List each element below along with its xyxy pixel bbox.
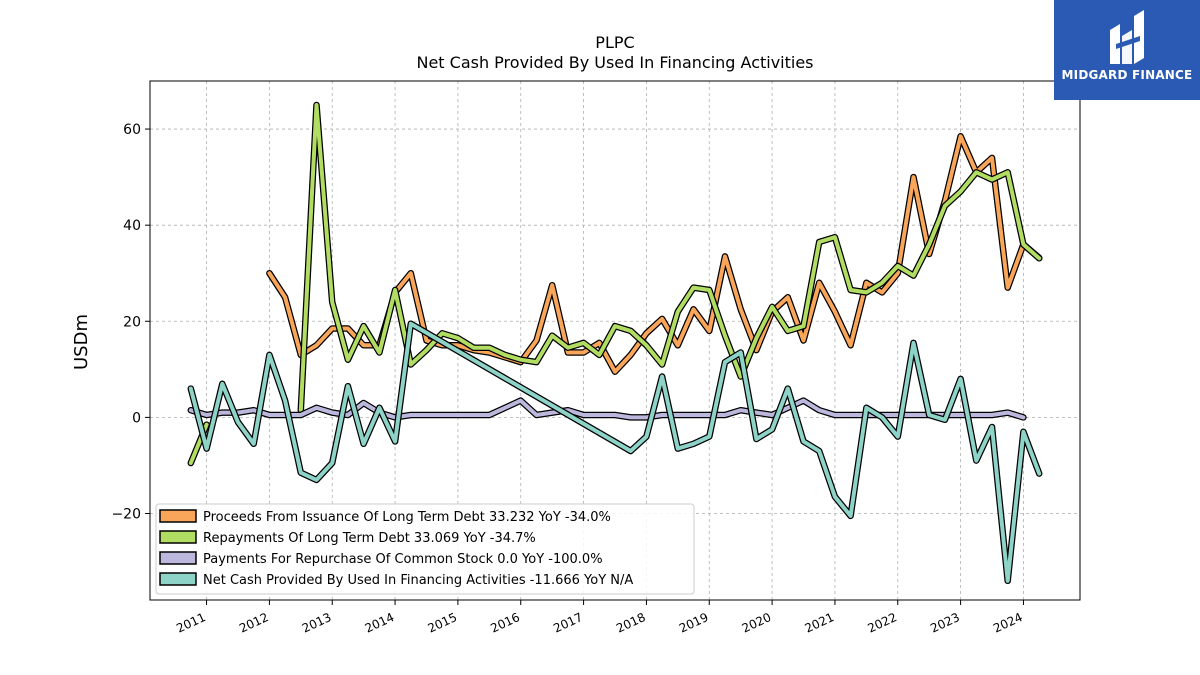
legend-label: Proceeds From Issuance Of Long Term Debt… [203,510,611,525]
series-line [188,398,1026,420]
legend-swatch [159,572,197,586]
brand-name: MIDGARD FINANCE [1061,68,1193,82]
x-tick-label: 2018 [614,610,648,636]
x-tick-label: 2022 [865,610,899,636]
brand-logo: MIDGARD FINANCE [1054,0,1200,100]
legend-swatch [159,530,197,544]
series-line [188,321,1042,583]
x-tick-label: 2016 [488,610,522,636]
y-tick-label: −20 [111,507,141,523]
series-4-line [187,320,1043,585]
legend-box [155,503,695,595]
legend-swatch [159,551,197,565]
y-tick-label: 40 [123,218,141,234]
x-tick-label: 2024 [991,610,1025,636]
series-3-line [187,397,1027,421]
x-tick-label: 2023 [928,610,962,636]
y-axis-label: USDm [71,314,92,370]
x-tick-label: 2020 [740,610,774,636]
legend-label: Repayments Of Long Term Debt 33.069 YoY … [203,531,536,546]
legend-swatch [159,509,197,523]
legend: Proceeds From Issuance Of Long Term Debt… [155,503,695,595]
chart-title: PLPC [595,33,634,52]
legend-label: Payments For Repurchase Of Common Stock … [203,552,603,567]
x-tick-label: 2019 [677,610,711,636]
x-tick-label: 2012 [237,610,271,636]
y-tick-label: 0 [132,410,141,426]
x-tick-label: 2015 [426,610,460,636]
x-axis-ticks: 2011 2012 2013 2014 2015 2016 2017 2018 2019 2020… [174,600,1025,636]
legend-label: Net Cash Provided By Used In Financing A… [203,573,633,588]
series-lines [187,101,1043,585]
x-tick-label: 2014 [363,610,397,636]
y-tick-label: 20 [123,314,141,330]
x-tick-label: 2013 [300,610,334,636]
y-tick-label: 60 [123,122,141,138]
chart-subtitle: Net Cash Provided By Used In Financing A… [416,53,813,72]
x-tick-label: 2011 [174,610,208,636]
x-tick-label: 2017 [551,610,585,636]
brand-mark-icon [1110,10,1144,64]
x-tick-label: 2021 [803,610,837,636]
plot-frame [149,80,1081,601]
y-axis-ticks: −20 0 20 40 60 [111,122,150,523]
